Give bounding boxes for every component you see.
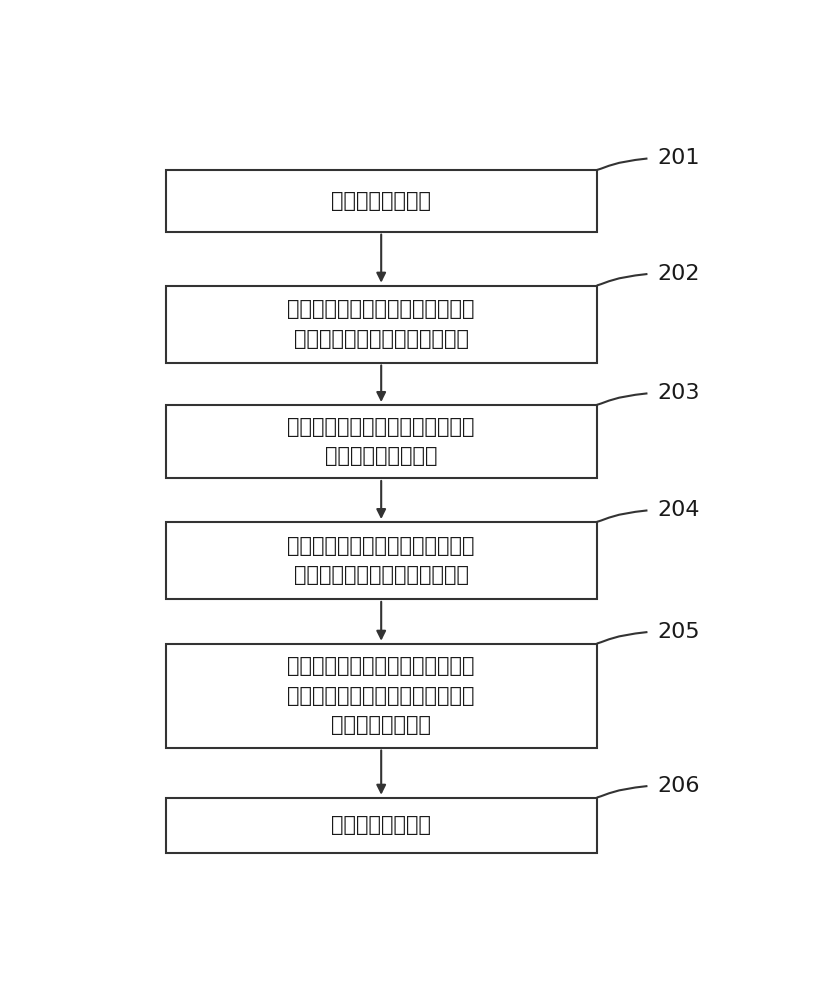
Text: 205: 205 xyxy=(657,622,699,642)
Text: 获取安全风险元素: 获取安全风险元素 xyxy=(331,191,431,211)
Bar xyxy=(165,286,597,363)
Text: 获取多级安全风险元素集中各元素
相对安全风险指标集的权重系数，
构建权重系数矩阵: 获取多级安全风险元素集中各元素 相对安全风险指标集的权重系数， 构建权重系数矩阵 xyxy=(287,656,475,735)
Text: 204: 204 xyxy=(657,500,699,520)
Bar xyxy=(165,522,597,599)
Bar xyxy=(165,644,597,748)
Text: 获取针对各个安全风险元素的安全
风险指标，构建安全风险指标集: 获取针对各个安全风险元素的安全 风险指标，构建安全风险指标集 xyxy=(287,536,475,585)
Text: 206: 206 xyxy=(657,776,699,796)
Text: 构建风险评估模型: 构建风险评估模型 xyxy=(331,815,431,835)
Bar xyxy=(165,798,597,853)
Text: 201: 201 xyxy=(657,148,699,168)
Text: 203: 203 xyxy=(657,383,699,403)
Text: 将多组安全风险元素集构建为一个
多级安全风险元素集: 将多组安全风险元素集构建为一个 多级安全风险元素集 xyxy=(287,417,475,466)
Bar xyxy=(165,405,597,478)
Text: 将符合预设条件的安全风险元素划
定为一组，记为安全风险元素集: 将符合预设条件的安全风险元素划 定为一组，记为安全风险元素集 xyxy=(287,299,475,349)
Text: 202: 202 xyxy=(657,264,699,284)
Bar xyxy=(165,170,597,232)
